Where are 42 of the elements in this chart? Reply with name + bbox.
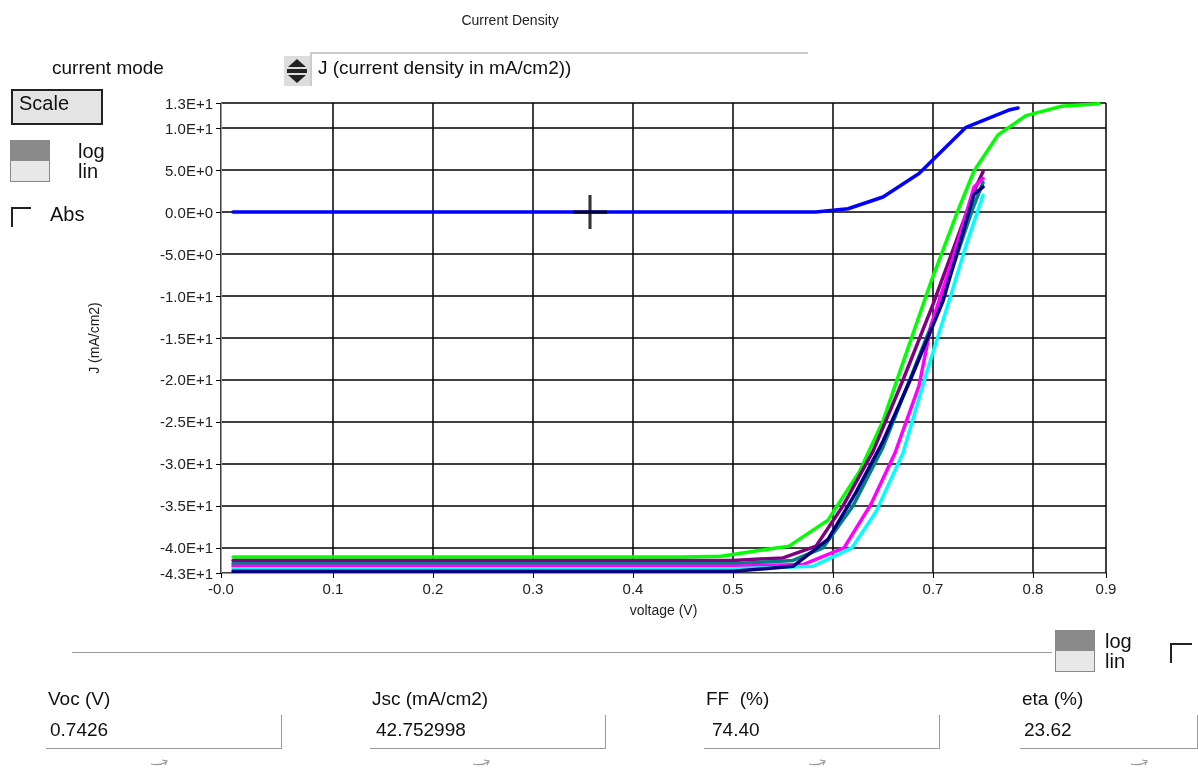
y-tick-label: 5.0E+0	[165, 161, 213, 179]
x-tick-label: 0.4	[622, 580, 644, 597]
text: 42.752998	[376, 719, 466, 741]
text: log	[1105, 630, 1132, 652]
y-tick-label: -5.0E+0	[160, 245, 213, 263]
x-tick-label: 0.5	[722, 580, 744, 597]
text: Voc (V)	[48, 688, 111, 710]
y-tick-label: 0.0E+0	[165, 203, 213, 221]
line-series	[231, 106, 1020, 214]
text: Jsc (mA/cm2)	[372, 688, 489, 710]
text: current mode	[52, 57, 164, 79]
y-tick-label: -2.0E+1	[160, 371, 213, 389]
text: log	[78, 140, 105, 162]
line-series	[231, 102, 1101, 559]
text: 74.40	[712, 719, 760, 741]
y-tick-label: -2.5E+1	[160, 413, 213, 431]
x-tick-label: 0.3	[522, 580, 544, 597]
chart-title: Current Density	[461, 12, 559, 28]
y-axis-title: J (mA/cm2)	[86, 302, 102, 374]
y-tick-label: -3.5E+1	[160, 497, 213, 515]
x-axis-title: voltage (V)	[629, 602, 698, 618]
text: Scale	[19, 92, 70, 114]
x-tick-label: 0.8	[1022, 580, 1044, 597]
text: 0.7426	[50, 719, 109, 741]
x-tick-label: 0.6	[822, 580, 844, 597]
x-tick-label: -0.0	[208, 580, 234, 597]
text: eta (%)	[1022, 688, 1084, 710]
y-tick-label: 1.3E+1	[165, 94, 213, 112]
y-tick-label: -1.0E+1	[160, 287, 213, 305]
x-tick-label: 0.1	[322, 580, 344, 597]
y-tick-label: 1.0E+1	[165, 119, 213, 137]
text: 23.62	[1024, 719, 1072, 741]
x-tick-label: 0.7	[922, 580, 944, 597]
y-tick-label: -1.5E+1	[160, 329, 213, 347]
text: Abs	[50, 203, 85, 225]
text: J (current density in mA/cm2))	[318, 57, 572, 79]
x-tick-label: 0.9	[1095, 580, 1117, 597]
text: FF (%)	[706, 688, 770, 710]
y-tick-label: -4.0E+1	[160, 539, 213, 557]
y-tick-label: -4.3E+1	[160, 564, 213, 582]
y-tick-label: -3.0E+1	[160, 455, 213, 473]
x-tick-label: 0.2	[422, 580, 444, 597]
